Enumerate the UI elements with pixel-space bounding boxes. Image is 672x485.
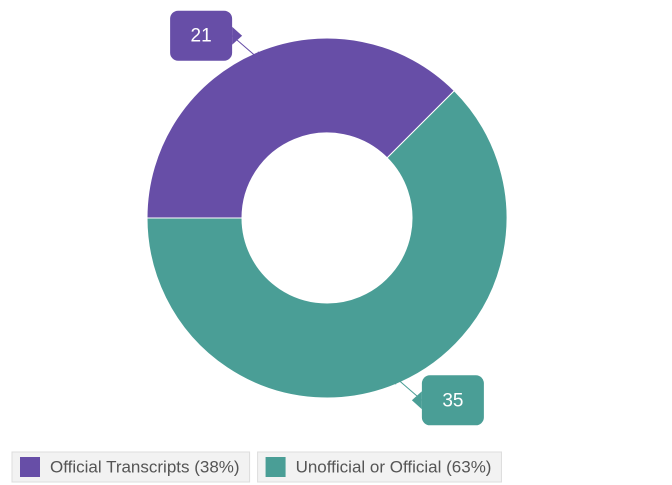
legend-item: [11, 451, 251, 483]
data-label: 35: [442, 390, 463, 411]
pie-slice: [146, 90, 508, 399]
label-box: [421, 375, 484, 426]
data-label: 21: [191, 26, 212, 47]
legend-swatch: [20, 457, 40, 477]
label-pointer: [411, 391, 422, 410]
label-connector: [231, 35, 263, 63]
label-connector: [391, 373, 423, 401]
legend-swatch: [265, 457, 286, 477]
legend-item: [257, 451, 502, 483]
pie-slice: [146, 37, 455, 219]
legend-label: Unofficial or Official (63%): [296, 457, 492, 476]
label-pointer: [232, 26, 243, 45]
label-box: [170, 10, 233, 61]
legend-label: Official Transcripts (38%): [50, 457, 240, 476]
